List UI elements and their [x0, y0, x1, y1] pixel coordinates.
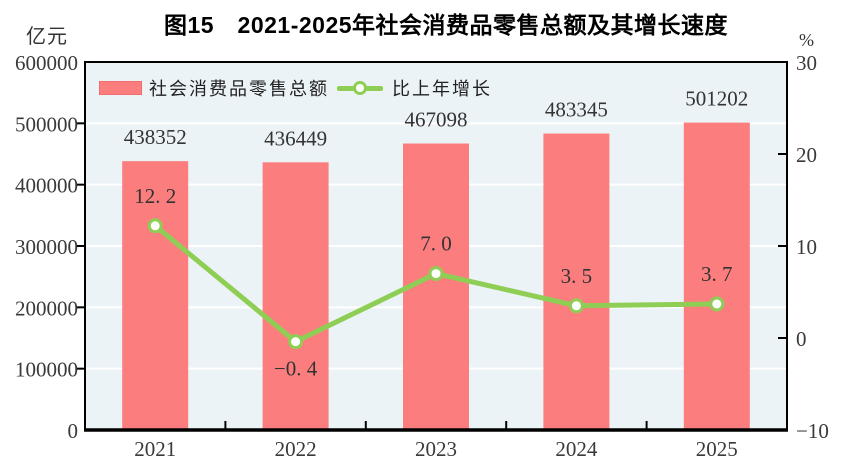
right-axis-tick-label: 20: [796, 143, 817, 167]
left-axis-tick-label: 600000: [15, 51, 78, 75]
left-axis-tick-label: 100000: [15, 358, 78, 382]
bar-2024: [543, 133, 610, 430]
left-axis-tick-label: 500000: [15, 112, 78, 136]
line-legend-label: 比上年增长: [392, 79, 492, 99]
x-axis-label-2025: 2025: [696, 437, 738, 461]
right-axis-tick-label: −10: [796, 419, 829, 443]
growth-marker: [147, 218, 163, 234]
bar-2022: [262, 162, 329, 430]
growth-value-label: 7. 0: [420, 232, 452, 256]
right-axis-tick-label: 10: [796, 235, 817, 259]
bar-value-label: 467098: [405, 108, 468, 132]
left-axis-tick-label: 0: [68, 419, 79, 443]
growth-value-label: 12. 2: [134, 184, 176, 208]
bar-legend-label: 社会消费品零售总额: [149, 79, 329, 99]
left-axis-unit: 亿元: [26, 26, 68, 48]
line-legend-marker-icon: [353, 81, 367, 95]
bar-legend-swatch: [99, 81, 142, 95]
left-axis-tick-label: 200000: [15, 296, 78, 320]
x-axis-label-2024: 2024: [555, 437, 598, 461]
right-axis-tick-label: 30: [796, 51, 817, 75]
growth-value-label: −0. 4: [274, 357, 318, 381]
bar-2025: [683, 122, 750, 431]
growth-marker: [568, 298, 584, 314]
right-axis-unit: %: [799, 30, 814, 50]
x-axis-label-2021: 2021: [134, 437, 176, 461]
x-axis-label-2023: 2023: [415, 437, 457, 461]
right-axis-tick-label: 0: [796, 327, 807, 351]
growth-marker: [709, 296, 725, 312]
left-axis-tick-label: 300000: [15, 235, 78, 259]
growth-marker: [428, 266, 444, 282]
line-legend-symbol: [337, 81, 383, 95]
growth-value-label: 3. 7: [701, 262, 733, 286]
growth-marker: [288, 334, 304, 350]
bar-value-label: 483345: [545, 98, 608, 122]
growth-value-label: 3. 5: [561, 264, 593, 288]
bar-value-label: 438352: [124, 125, 187, 149]
bar-value-label: 501202: [685, 87, 748, 111]
x-axis-label-2022: 2022: [275, 437, 317, 461]
bar-2021: [122, 161, 189, 430]
legend: 社会消费品零售总额 比上年增长: [99, 78, 492, 99]
bar-value-label: 436449: [264, 126, 327, 150]
left-axis-tick-label: 400000: [15, 174, 78, 198]
chart-title: 图15 2021-2025年社会消费品零售总额及其增长速度: [163, 12, 729, 38]
